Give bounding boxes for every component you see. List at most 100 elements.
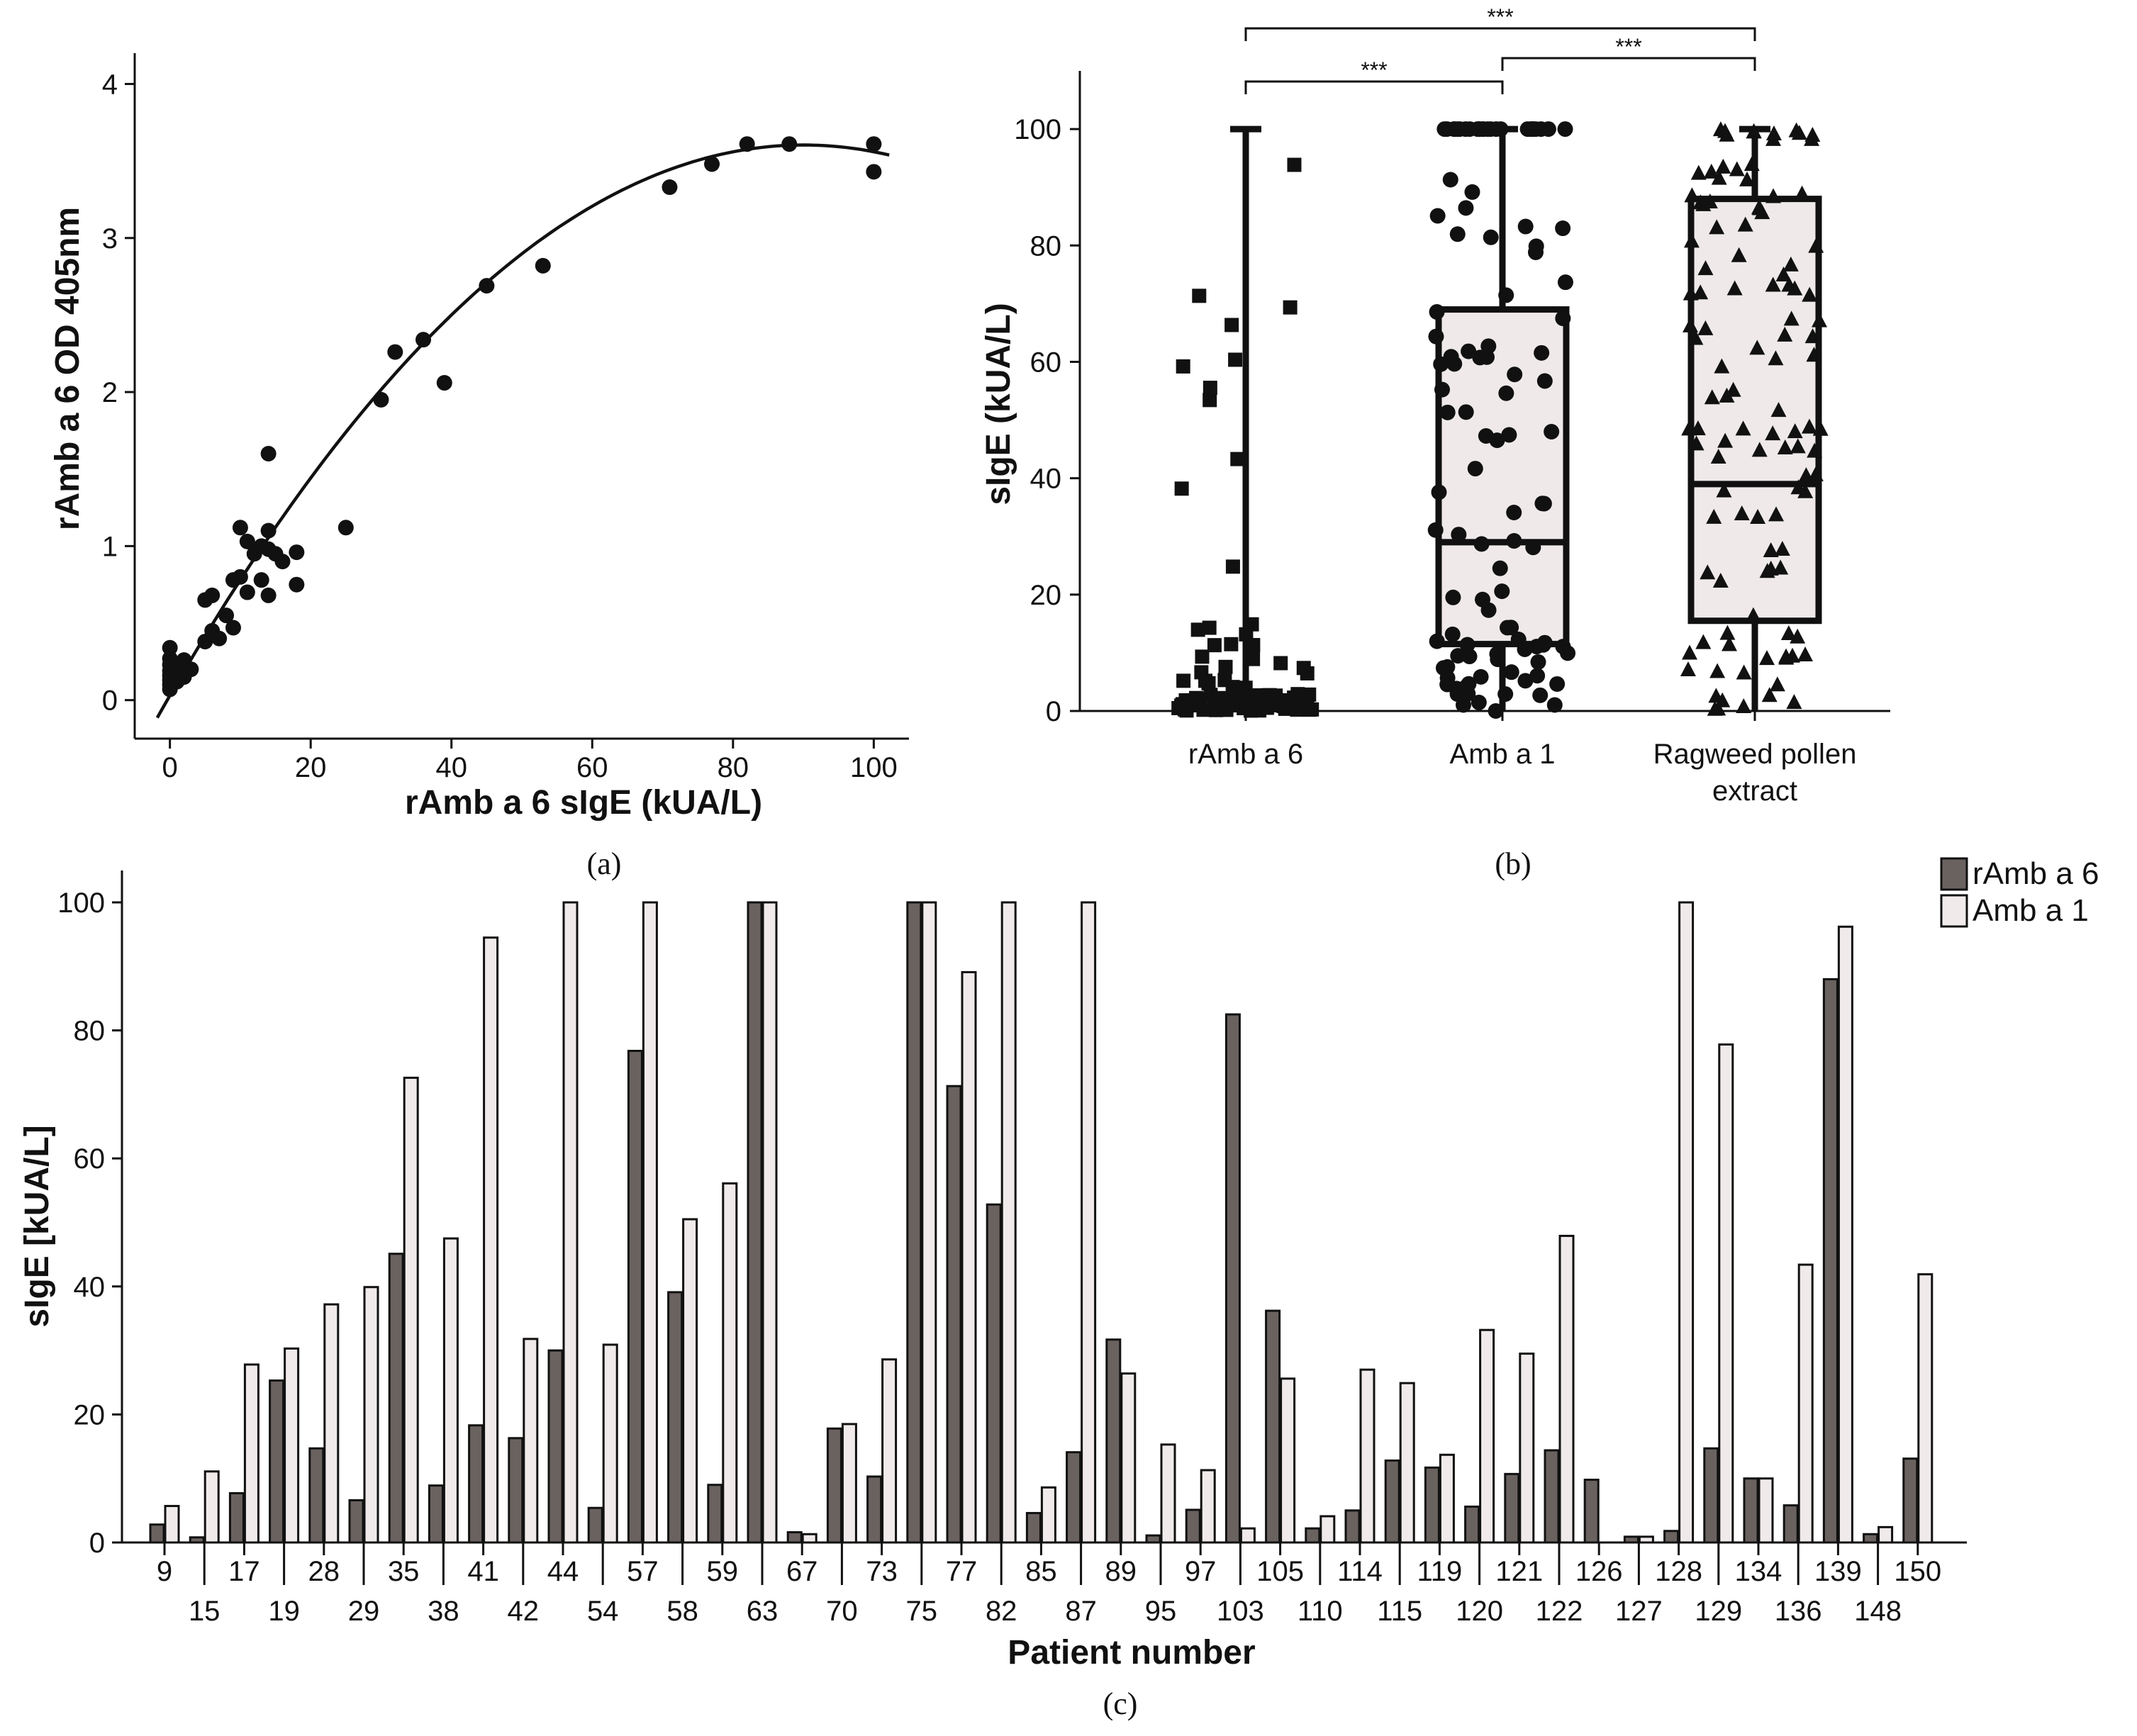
panel-b-point bbox=[1536, 634, 1553, 651]
panel-b-point bbox=[1684, 187, 1700, 203]
panel-b-point bbox=[1497, 686, 1514, 702]
panel-b-point bbox=[1736, 698, 1752, 713]
panel-a-y-tick-label: 3 bbox=[102, 223, 118, 254]
panel-b-point bbox=[1506, 505, 1522, 521]
panel-b-point bbox=[1777, 439, 1793, 455]
panel-b-point bbox=[1544, 424, 1560, 440]
panel-b-point bbox=[1681, 420, 1697, 436]
panel-a-x-tick-label: 100 bbox=[850, 752, 898, 783]
panel-b-point bbox=[1695, 634, 1712, 649]
panel-c-bar-Amb-a-1 bbox=[1917, 1273, 1934, 1544]
panel-a-point bbox=[662, 179, 678, 196]
panel-c-bar-Amb-a-1 bbox=[1239, 1527, 1256, 1544]
panel-c-x-tick-label: 134 bbox=[1735, 1556, 1782, 1587]
panel-b-point bbox=[1480, 338, 1497, 354]
panel-b-point bbox=[1450, 648, 1466, 664]
panel-a-point bbox=[337, 520, 354, 536]
panel-c-bar-rAmb-a-6 bbox=[946, 1085, 962, 1544]
panel-c-bar-Amb-a-1 bbox=[1558, 1234, 1575, 1544]
panel-b-ylabel: sIgE (kUA/L) bbox=[980, 303, 1017, 505]
panel-c-x-tick-label: 9 bbox=[157, 1556, 172, 1587]
panel-b-points bbox=[1171, 121, 1829, 719]
panel-c-bar-Amb-a-1 bbox=[1439, 1453, 1455, 1544]
panel-c-y-tick-label: 0 bbox=[89, 1528, 105, 1559]
panel-b-point bbox=[1759, 650, 1775, 666]
panel-c-bar-Amb-a-1 bbox=[1519, 1353, 1535, 1544]
panel-c-bar-rAmb-a-6 bbox=[1384, 1459, 1400, 1544]
panel-b-point bbox=[1259, 700, 1274, 715]
panel-b-point bbox=[1239, 697, 1254, 712]
panel-b-significance-label: *** bbox=[1487, 4, 1513, 30]
panel-b-point bbox=[1808, 237, 1824, 253]
panel-c-xlabel: Patient number bbox=[1008, 1634, 1255, 1671]
panel-c-x-tick-label: 103 bbox=[1217, 1596, 1264, 1627]
panel-c-bar-rAmb-a-6 bbox=[986, 1203, 1002, 1544]
panel-c-x-tick-label: 129 bbox=[1695, 1596, 1742, 1627]
panel-b-point bbox=[1527, 244, 1544, 260]
panel-c-bar-rAmb-a-6 bbox=[1145, 1534, 1161, 1544]
panel-b-point bbox=[1759, 563, 1775, 578]
panel-b-point bbox=[1431, 484, 1447, 500]
panel-a-point bbox=[704, 156, 720, 172]
panel-b-point bbox=[1680, 661, 1696, 676]
panel-c-bar-rAmb-a-6 bbox=[826, 1427, 842, 1544]
panel-b-point bbox=[1176, 359, 1190, 374]
panel-a-point bbox=[535, 257, 551, 274]
panel-c-y-tick-label: 40 bbox=[74, 1272, 106, 1303]
panel-b-point bbox=[1746, 123, 1762, 139]
panel-b-category-label: rAmb a 6 bbox=[1188, 739, 1303, 770]
panel-b-point bbox=[1780, 625, 1797, 641]
panel-c-x-tick-label: 29 bbox=[348, 1596, 380, 1627]
panel-b-point bbox=[1436, 121, 1453, 138]
panel-b-point bbox=[1451, 527, 1467, 543]
panel-a-points bbox=[162, 136, 882, 698]
panel-b-category-label: extract bbox=[1712, 775, 1797, 807]
panel-b-point bbox=[1765, 188, 1782, 203]
panel-c-label: (c) bbox=[1103, 1686, 1138, 1721]
panel-a-point bbox=[232, 520, 248, 536]
panel-b-point bbox=[1488, 702, 1504, 719]
panel-c-x-tick-label: 28 bbox=[308, 1556, 340, 1587]
panel-b-point bbox=[1557, 121, 1573, 138]
panel-b-point bbox=[1498, 385, 1514, 401]
panel-b-point bbox=[1765, 425, 1781, 441]
panel-b-point bbox=[1534, 345, 1550, 361]
panel-c-x-tick-label: 75 bbox=[906, 1596, 938, 1627]
panel-a-x-tick-label: 60 bbox=[576, 752, 608, 783]
panel-b-point bbox=[1536, 373, 1553, 389]
panel-b-point bbox=[1692, 284, 1709, 300]
panel-b-point bbox=[1697, 320, 1714, 335]
panel-b-point bbox=[1439, 659, 1456, 675]
panel-c-x-tick-label: 110 bbox=[1298, 1596, 1343, 1627]
panel-b-point bbox=[1749, 340, 1765, 355]
panel-b-point bbox=[1507, 366, 1523, 383]
panel-b-y-tick-label: 60 bbox=[1030, 347, 1062, 378]
panel-a-point bbox=[274, 554, 291, 570]
panel-b-point bbox=[1737, 216, 1753, 232]
panel-b-point bbox=[1804, 126, 1821, 142]
panel-b-point bbox=[1802, 286, 1818, 302]
panel-b-point bbox=[1710, 700, 1726, 716]
panel-a-point bbox=[260, 445, 277, 461]
panel-b-point bbox=[1203, 381, 1217, 396]
panel-b-point bbox=[1287, 157, 1302, 172]
panel-b-point bbox=[1777, 326, 1793, 342]
panel-c-bar-rAmb-a-6 bbox=[428, 1484, 444, 1544]
panel-a-point bbox=[866, 136, 882, 152]
panel-b-point bbox=[1517, 642, 1533, 658]
panel-b-point bbox=[1483, 229, 1499, 245]
panel-b-point bbox=[1716, 482, 1732, 498]
panel-b-point bbox=[1268, 688, 1283, 703]
panel-b-point bbox=[1743, 156, 1760, 172]
panel-b-point bbox=[1228, 352, 1243, 367]
panel-b-point bbox=[1783, 310, 1800, 326]
panel-b-point bbox=[1739, 171, 1756, 186]
panel-b-point bbox=[1769, 676, 1785, 692]
panel-a-axes bbox=[133, 53, 909, 740]
panel-b-point bbox=[1246, 651, 1261, 666]
panel-b-point bbox=[1750, 509, 1766, 525]
panel-b-point bbox=[1190, 622, 1205, 637]
panel-c-bar-rAmb-a-6 bbox=[1105, 1338, 1122, 1544]
